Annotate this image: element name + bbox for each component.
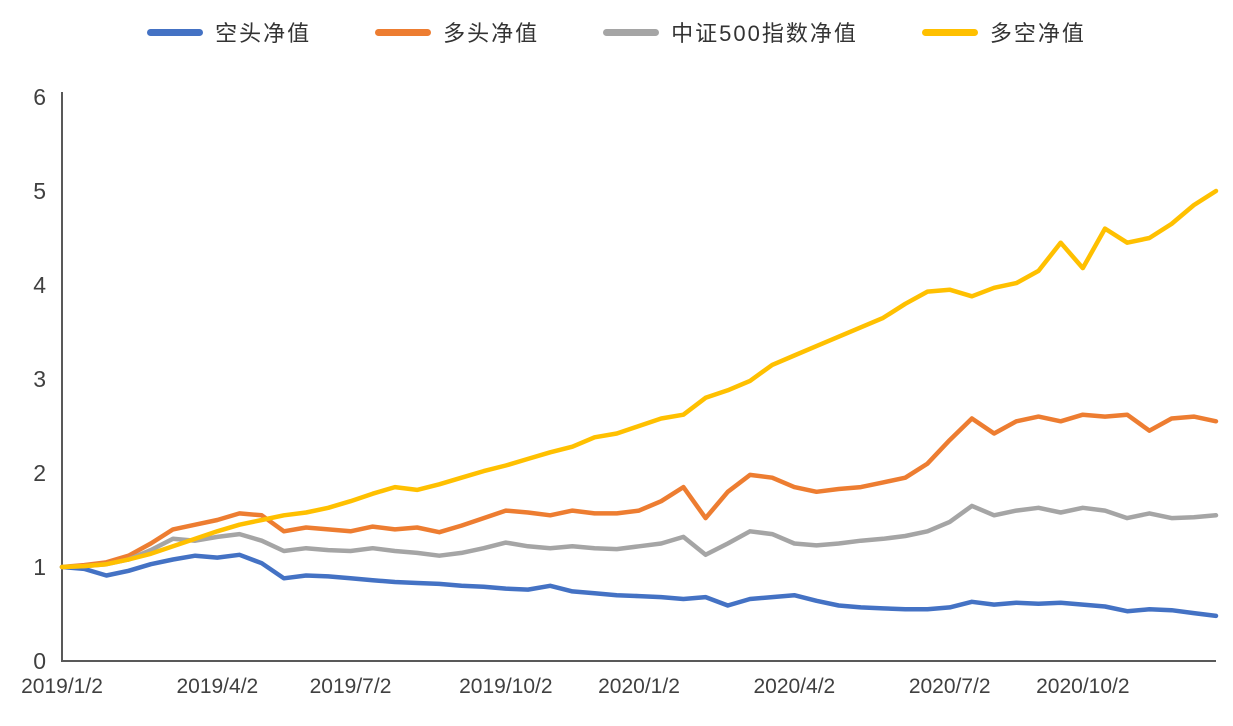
legend-label-long-short-net-value: 多空净值	[989, 21, 1086, 46]
x-axis-tick-label: 2019/7/2	[310, 675, 392, 698]
legend-item-csi500-index-net-value: 中证500指数净值	[603, 16, 858, 48]
x-axis-tick-label: 2020/7/2	[909, 675, 991, 698]
y-axis-tick-label: 3	[33, 366, 46, 392]
y-axis-tick-label: 2	[33, 460, 46, 486]
x-axis-tick-label: 2019/10/2	[459, 675, 552, 698]
y-axis-tick-label: 5	[33, 178, 46, 204]
y-axis-tick-label: 6	[33, 84, 46, 110]
legend-item-long-short-net-value: 多空净值	[921, 16, 1086, 48]
legend-label-long-net-value: 多头净值	[443, 21, 540, 46]
legend-item-long-net-value: 多头净值	[375, 16, 539, 48]
legend-label-short-net-value: 空头净值	[215, 21, 312, 46]
x-axis-tick-label: 2020/4/2	[753, 675, 835, 698]
x-axis-tick-label: 2020/1/2	[598, 675, 680, 698]
csi500-index-net-value-line	[59, 503, 1219, 570]
y-axis-tick-label: 4	[33, 272, 46, 298]
long-short-net-value-line	[59, 188, 1219, 570]
axis-lines	[61, 92, 1216, 662]
x-axis-tick-label: 2020/10/2	[1036, 675, 1129, 698]
legend-label-csi500-index-net-value: 中证500指数净值	[671, 21, 858, 46]
long-net-value-line	[59, 412, 1219, 570]
x-axis-tick-label: 2019/1/2	[21, 675, 103, 698]
short-net-value-line	[59, 552, 1219, 619]
legend-item-short-net-value: 空头净值	[147, 16, 311, 48]
y-axis-tick-label: 0	[33, 648, 46, 674]
long-short-net-value-legend-marker-icon	[921, 28, 978, 36]
y-axis-tick-label: 1	[33, 554, 46, 580]
long-net-value-legend-marker-icon	[375, 28, 432, 36]
x-axis-tick-label: 2019/4/2	[176, 675, 258, 698]
legend: 空头净值 多头净值 中证500指数净值 多空净值	[0, 16, 1233, 48]
csi500-index-net-value-legend-marker-icon	[603, 28, 660, 36]
short-net-value-legend-marker-icon	[147, 28, 204, 36]
